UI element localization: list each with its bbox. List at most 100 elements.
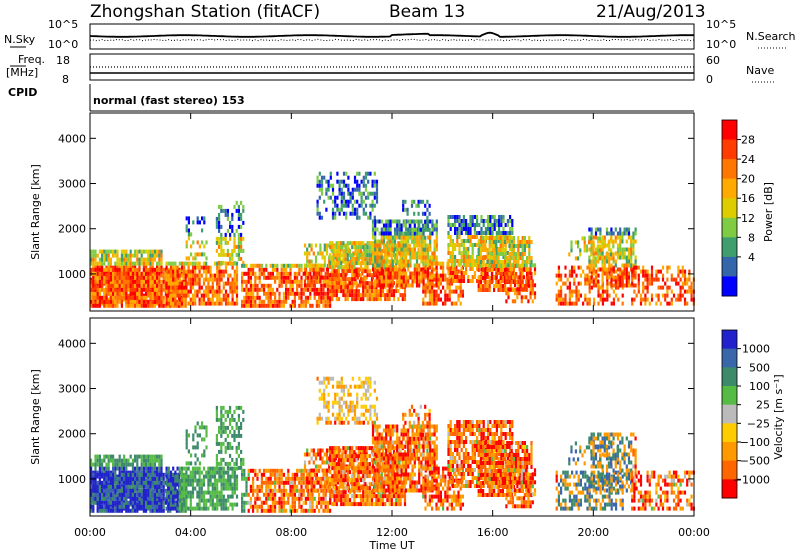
echo-cell	[282, 295, 285, 300]
echo-cell	[400, 279, 403, 284]
echo-cell	[94, 257, 97, 262]
echo-cell	[398, 275, 401, 280]
echo-cell	[376, 247, 379, 252]
echo-cell	[514, 275, 517, 280]
echo-cell	[340, 265, 343, 270]
echo-cell	[590, 239, 593, 244]
echo-cell	[625, 271, 628, 276]
echo-cell	[601, 235, 604, 240]
echo-cell	[127, 265, 130, 270]
echo-cell	[529, 287, 532, 292]
echo-cell	[308, 243, 311, 248]
echo-cell	[164, 303, 167, 308]
echo-cell	[123, 279, 126, 284]
echo-cell	[396, 227, 399, 232]
echo-cell	[218, 228, 221, 233]
echo-cell	[105, 462, 108, 467]
echo-cell	[94, 303, 97, 308]
echo-cell	[356, 215, 359, 220]
echo-cell	[610, 269, 613, 274]
echo-cell	[389, 235, 392, 240]
echo-cell	[320, 295, 323, 300]
echo-cell	[337, 241, 341, 246]
echo-cell	[156, 283, 159, 288]
echo-cell	[160, 265, 163, 270]
echo-cell	[400, 251, 403, 256]
echo-cell	[167, 303, 170, 308]
echo-cell	[176, 293, 179, 298]
echo-cell	[149, 279, 152, 284]
echo-cell	[566, 277, 569, 282]
echo-cell	[94, 484, 97, 489]
echo-cell	[216, 285, 219, 290]
echo-cell	[508, 256, 511, 260]
echo-cell	[118, 279, 121, 284]
echo-cell	[300, 291, 303, 296]
echo-cell	[94, 492, 97, 497]
echo-cell	[374, 255, 377, 260]
echo-cell	[103, 279, 106, 284]
echo-cell	[315, 263, 318, 268]
echo-cell	[151, 253, 154, 258]
echo-cell	[606, 289, 609, 294]
echo-cell	[599, 293, 602, 298]
echo-cell	[318, 299, 321, 304]
echo-cell	[491, 223, 494, 227]
echo-cell	[241, 303, 244, 308]
echo-cell	[583, 244, 586, 249]
echo-cell	[375, 297, 378, 302]
echo-cell	[557, 265, 560, 270]
echo-cell	[308, 279, 311, 284]
echo-cell	[274, 263, 277, 268]
echo-cell	[112, 295, 115, 300]
echo-cell	[96, 500, 99, 505]
echo-cell	[180, 289, 184, 294]
echo-cell	[138, 470, 141, 475]
echo-cell	[407, 283, 410, 288]
echo-cell	[402, 267, 405, 272]
echo-cell	[329, 289, 332, 294]
echo-cell	[129, 303, 132, 308]
echo-cell	[158, 249, 161, 254]
echo-cell	[340, 199, 343, 204]
echo-cell	[160, 462, 163, 467]
echo-cell	[509, 215, 512, 219]
nsearch-tick-bottom: 10^0	[706, 38, 736, 51]
echo-cell	[118, 470, 121, 475]
echo-cell	[333, 285, 336, 290]
echo-cell	[240, 224, 243, 229]
echo-cell	[200, 301, 203, 306]
echo-cell	[444, 301, 447, 306]
echo-cell	[601, 275, 604, 280]
echo-cell	[512, 248, 515, 252]
echo-cell	[98, 257, 101, 262]
echo-cell	[469, 259, 472, 263]
echo-cell	[178, 261, 181, 266]
echo-cell	[156, 265, 159, 270]
echo-cell	[371, 199, 374, 204]
echo-cell	[90, 287, 93, 292]
echo-cell	[690, 289, 693, 294]
echo-cell	[502, 215, 505, 219]
echo-cell	[393, 275, 397, 280]
echo-cell	[149, 470, 152, 475]
echo-cell	[442, 261, 445, 266]
echo-cell	[116, 271, 119, 276]
echo-cell	[131, 303, 134, 308]
echo-cell	[331, 277, 334, 282]
echo-cell	[260, 303, 263, 308]
echo-cell	[169, 273, 173, 278]
echo-cell	[205, 265, 208, 270]
echo-cell	[172, 289, 175, 294]
echo-cell	[371, 263, 375, 268]
echo-cell	[422, 269, 425, 274]
echo-cell	[340, 281, 343, 286]
echo-cell	[260, 283, 263, 288]
echo-cell	[114, 249, 117, 254]
echo-cell	[348, 249, 352, 254]
echo-cell	[488, 244, 491, 248]
echo-cell	[98, 500, 101, 505]
echo-cell	[495, 219, 498, 223]
echo-cell	[233, 285, 236, 290]
echo-cell	[224, 289, 228, 294]
